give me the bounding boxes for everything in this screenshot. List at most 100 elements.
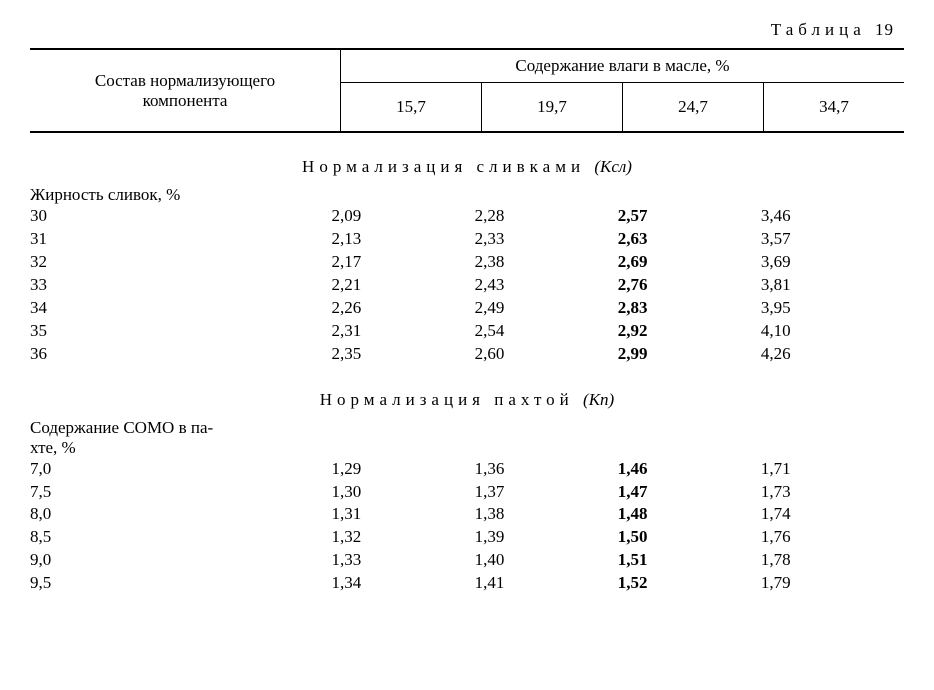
cell-value: 3,69	[761, 251, 904, 274]
cell-value: 2,13	[332, 228, 475, 251]
cell-value: 3,95	[761, 297, 904, 320]
cell-value: 2,49	[475, 297, 618, 320]
cell-value: 2,43	[475, 274, 618, 297]
row-label: 31	[30, 228, 332, 251]
cell-value: 1,40	[475, 549, 618, 572]
cell-value: 2,99	[618, 343, 761, 366]
cell-value: 2,60	[475, 343, 618, 366]
cell-value: 4,10	[761, 320, 904, 343]
row-header-l2: компонента	[143, 91, 228, 110]
row-label: 36	[30, 343, 332, 366]
cell-value: 3,57	[761, 228, 904, 251]
section2-title: Нормализация пахтой (Kп)	[30, 390, 904, 410]
cell-value: 1,38	[475, 503, 618, 526]
row-header-label: Состав нормализующего компонента	[30, 49, 341, 132]
cell-value: 1,51	[618, 549, 761, 572]
row-header-l1: Состав нормализующего	[95, 71, 275, 90]
section1-title-text: Нормализация сливками	[302, 157, 585, 176]
section2-coef: (Kп)	[583, 390, 614, 409]
section2-data-table: 7,01,291,361,461,717,51,301,371,471,738,…	[30, 458, 904, 596]
cell-value: 2,09	[332, 205, 475, 228]
cell-value: 2,17	[332, 251, 475, 274]
cell-value: 1,32	[332, 526, 475, 549]
col-header-3: 34,7	[764, 83, 905, 133]
table-row: 342,262,492,833,95	[30, 297, 904, 320]
row-label: 8,0	[30, 503, 332, 526]
cell-value: 2,21	[332, 274, 475, 297]
cell-value: 2,83	[618, 297, 761, 320]
row-label: 7,5	[30, 481, 332, 504]
row-label: 33	[30, 274, 332, 297]
row-label: 34	[30, 297, 332, 320]
section1-coef: (Kсл)	[594, 157, 632, 176]
cell-value: 2,31	[332, 320, 475, 343]
cell-value: 1,46	[618, 458, 761, 481]
row-label: 35	[30, 320, 332, 343]
col-header-1: 19,7	[482, 83, 623, 133]
section2-group-label: Содержание СОМО в па- хте, %	[30, 418, 904, 458]
cell-value: 1,36	[475, 458, 618, 481]
row-label: 8,5	[30, 526, 332, 549]
table-row: 362,352,602,994,26	[30, 343, 904, 366]
cell-value: 1,29	[332, 458, 475, 481]
table-row: 9,51,341,411,521,79	[30, 572, 904, 595]
row-label: 9,0	[30, 549, 332, 572]
table-caption: Таблица 19	[30, 20, 904, 40]
cell-value: 4,26	[761, 343, 904, 366]
cell-value: 3,81	[761, 274, 904, 297]
row-label: 7,0	[30, 458, 332, 481]
cell-value: 2,76	[618, 274, 761, 297]
cell-value: 1,33	[332, 549, 475, 572]
cell-value: 1,71	[761, 458, 904, 481]
cell-value: 2,57	[618, 205, 761, 228]
table-row: 8,51,321,391,501,76	[30, 526, 904, 549]
caption-word: Таблица	[771, 20, 866, 39]
cell-value: 1,47	[618, 481, 761, 504]
cell-value: 1,39	[475, 526, 618, 549]
cell-value: 1,34	[332, 572, 475, 595]
table-row: 312,132,332,633,57	[30, 228, 904, 251]
cell-value: 2,33	[475, 228, 618, 251]
section2-group-l1: Содержание СОМО в па-	[30, 418, 213, 437]
table-row: 9,01,331,401,511,78	[30, 549, 904, 572]
cell-value: 1,30	[332, 481, 475, 504]
section1-data-table: 302,092,282,573,46312,132,332,633,57322,…	[30, 205, 904, 366]
cell-value: 1,37	[475, 481, 618, 504]
table-row: 8,01,311,381,481,74	[30, 503, 904, 526]
cell-value: 1,73	[761, 481, 904, 504]
cell-value: 1,31	[332, 503, 475, 526]
cell-value: 2,92	[618, 320, 761, 343]
cell-value: 1,50	[618, 526, 761, 549]
section1-group-label: Жирность сливок, %	[30, 185, 904, 205]
moisture-header: Содержание влаги в масле, %	[341, 49, 905, 83]
col-header-2: 24,7	[623, 83, 764, 133]
table-row: 7,51,301,371,471,73	[30, 481, 904, 504]
cell-value: 1,41	[475, 572, 618, 595]
cell-value: 1,74	[761, 503, 904, 526]
col-header-0: 15,7	[341, 83, 482, 133]
row-label: 32	[30, 251, 332, 274]
cell-value: 1,78	[761, 549, 904, 572]
cell-value: 2,35	[332, 343, 475, 366]
table-row: 322,172,382,693,69	[30, 251, 904, 274]
cell-value: 2,38	[475, 251, 618, 274]
cell-value: 2,28	[475, 205, 618, 228]
cell-value: 1,76	[761, 526, 904, 549]
cell-value: 1,52	[618, 572, 761, 595]
section2-group-l2: хте, %	[30, 438, 76, 457]
cell-value: 3,46	[761, 205, 904, 228]
table-row: 7,01,291,361,461,71	[30, 458, 904, 481]
section1-title: Нормализация сливками (Kсл)	[30, 157, 904, 177]
cell-value: 2,69	[618, 251, 761, 274]
table-row: 302,092,282,573,46	[30, 205, 904, 228]
cell-value: 2,63	[618, 228, 761, 251]
section2-title-text: Нормализация пахтой	[320, 390, 574, 409]
table-row: 352,312,542,924,10	[30, 320, 904, 343]
row-label: 9,5	[30, 572, 332, 595]
table-row: 332,212,432,763,81	[30, 274, 904, 297]
cell-value: 1,48	[618, 503, 761, 526]
header-table: Состав нормализующего компонента Содержа…	[30, 48, 904, 133]
cell-value: 2,26	[332, 297, 475, 320]
cell-value: 2,54	[475, 320, 618, 343]
row-label: 30	[30, 205, 332, 228]
